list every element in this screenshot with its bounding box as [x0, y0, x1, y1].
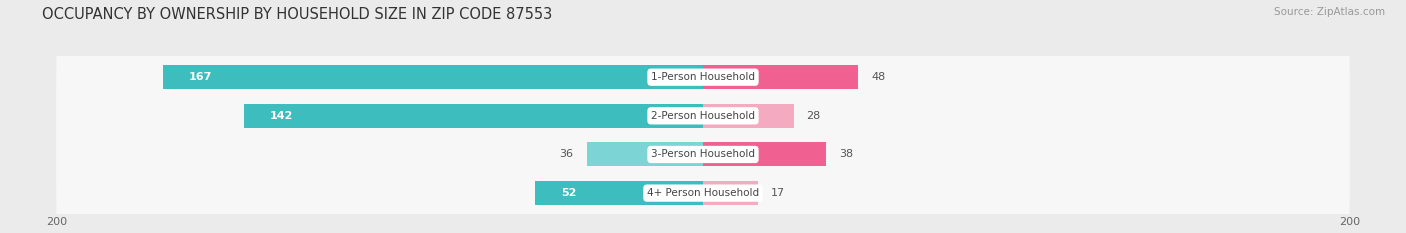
FancyBboxPatch shape: [56, 0, 1350, 178]
Text: 36: 36: [560, 149, 574, 159]
Text: 48: 48: [872, 72, 886, 82]
Text: OCCUPANCY BY OWNERSHIP BY HOUSEHOLD SIZE IN ZIP CODE 87553: OCCUPANCY BY OWNERSHIP BY HOUSEHOLD SIZE…: [42, 7, 553, 22]
Bar: [703, 104, 793, 128]
Text: 4+ Person Household: 4+ Person Household: [647, 188, 759, 198]
Text: 28: 28: [807, 111, 821, 121]
Bar: [703, 143, 825, 166]
Bar: [534, 181, 703, 205]
Text: 52: 52: [561, 188, 576, 198]
FancyBboxPatch shape: [56, 17, 1350, 215]
Text: 1-Person Household: 1-Person Household: [651, 72, 755, 82]
FancyBboxPatch shape: [56, 55, 1350, 233]
Text: 167: 167: [188, 72, 212, 82]
FancyBboxPatch shape: [56, 94, 1350, 233]
FancyBboxPatch shape: [56, 0, 1350, 176]
Bar: [703, 181, 758, 205]
Text: 38: 38: [839, 149, 853, 159]
FancyBboxPatch shape: [56, 56, 1350, 233]
Bar: [586, 143, 703, 166]
Text: 2-Person Household: 2-Person Household: [651, 111, 755, 121]
Text: 142: 142: [270, 111, 292, 121]
Text: 3-Person Household: 3-Person Household: [651, 149, 755, 159]
Bar: [243, 104, 703, 128]
FancyBboxPatch shape: [56, 93, 1350, 233]
Bar: [703, 65, 858, 89]
Text: 17: 17: [770, 188, 785, 198]
Bar: [163, 65, 703, 89]
Text: Source: ZipAtlas.com: Source: ZipAtlas.com: [1274, 7, 1385, 17]
FancyBboxPatch shape: [56, 16, 1350, 216]
